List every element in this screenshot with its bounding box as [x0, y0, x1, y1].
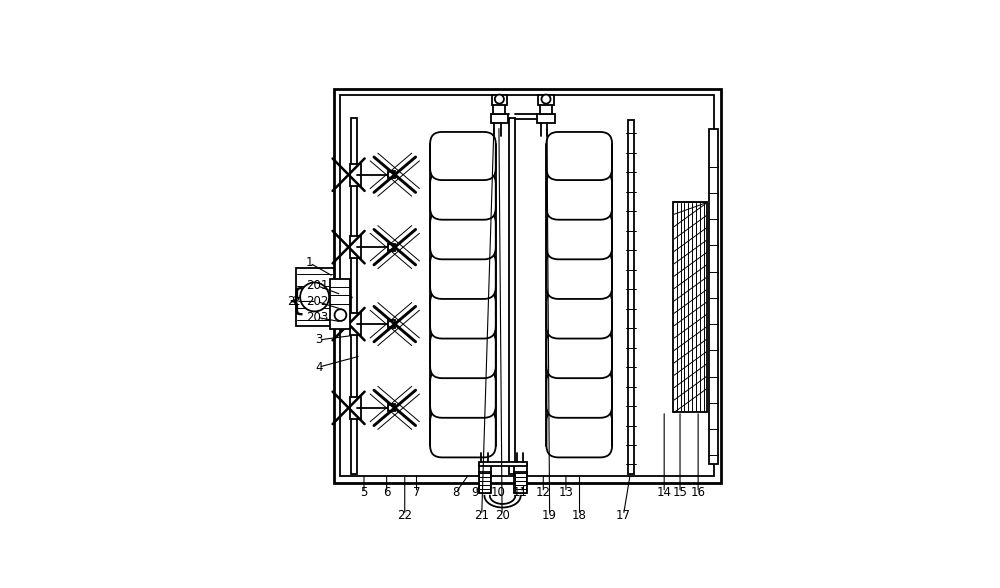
Bar: [479, 473, 490, 477]
Bar: [350, 236, 361, 258]
Bar: [479, 477, 490, 481]
Bar: [388, 320, 395, 328]
Bar: [492, 95, 507, 105]
Text: 12: 12: [536, 486, 551, 499]
Bar: [479, 462, 527, 466]
FancyBboxPatch shape: [546, 330, 612, 378]
Bar: [479, 489, 490, 493]
Text: 4: 4: [315, 360, 322, 373]
Bar: [509, 118, 515, 475]
Text: 11: 11: [513, 486, 528, 499]
Bar: [709, 129, 718, 465]
Text: 18: 18: [572, 509, 587, 522]
FancyBboxPatch shape: [430, 330, 496, 378]
Bar: [479, 485, 490, 489]
Bar: [514, 472, 527, 493]
Bar: [515, 477, 526, 481]
Bar: [628, 121, 634, 473]
FancyBboxPatch shape: [430, 251, 496, 299]
Text: 203: 203: [306, 311, 328, 324]
FancyBboxPatch shape: [546, 290, 612, 339]
Text: 13: 13: [558, 486, 573, 499]
Text: {: {: [286, 287, 306, 316]
Text: 19: 19: [542, 509, 557, 522]
Bar: [388, 404, 395, 412]
Bar: [673, 202, 707, 412]
FancyBboxPatch shape: [546, 370, 612, 418]
FancyBboxPatch shape: [430, 211, 496, 259]
FancyBboxPatch shape: [430, 370, 496, 418]
Bar: [515, 485, 526, 489]
Text: 8: 8: [452, 486, 460, 499]
Bar: [334, 89, 721, 483]
Bar: [330, 279, 350, 329]
Bar: [479, 472, 491, 493]
Bar: [540, 103, 552, 115]
FancyBboxPatch shape: [430, 172, 496, 220]
Text: 5: 5: [360, 486, 368, 499]
Bar: [491, 115, 508, 123]
Text: 2: 2: [287, 295, 294, 308]
Text: 16: 16: [691, 486, 706, 499]
Bar: [351, 118, 357, 473]
FancyBboxPatch shape: [430, 409, 496, 457]
Text: 10: 10: [491, 486, 505, 499]
Bar: [493, 103, 505, 115]
FancyBboxPatch shape: [546, 211, 612, 259]
Bar: [537, 115, 555, 123]
Text: 201: 201: [306, 279, 328, 292]
Bar: [479, 465, 491, 475]
Text: 9: 9: [472, 486, 479, 499]
FancyBboxPatch shape: [430, 132, 496, 180]
Text: 22: 22: [397, 509, 412, 522]
Text: 7: 7: [413, 486, 420, 499]
Bar: [538, 95, 554, 105]
Text: 20: 20: [495, 509, 510, 522]
Circle shape: [495, 95, 504, 103]
Text: 202: 202: [306, 295, 328, 308]
FancyBboxPatch shape: [430, 290, 496, 339]
FancyBboxPatch shape: [546, 172, 612, 220]
Text: 2: 2: [292, 295, 300, 308]
Bar: [350, 313, 361, 335]
Text: 15: 15: [673, 486, 687, 499]
Circle shape: [541, 95, 551, 103]
Bar: [340, 95, 714, 476]
Circle shape: [335, 309, 346, 321]
Bar: [479, 481, 490, 485]
Text: 3: 3: [315, 333, 322, 346]
Circle shape: [300, 282, 329, 312]
Text: 1: 1: [306, 256, 313, 269]
Bar: [515, 481, 526, 485]
Bar: [515, 489, 526, 493]
Bar: [296, 268, 334, 326]
FancyBboxPatch shape: [546, 409, 612, 457]
FancyBboxPatch shape: [546, 132, 612, 180]
FancyBboxPatch shape: [546, 251, 612, 299]
Bar: [515, 473, 526, 477]
Text: 6: 6: [383, 486, 390, 499]
Bar: [350, 397, 361, 419]
Bar: [514, 465, 527, 475]
Bar: [388, 171, 395, 178]
Bar: [350, 164, 361, 186]
Text: 17: 17: [616, 509, 631, 522]
Text: 14: 14: [657, 486, 672, 499]
Text: 21: 21: [474, 509, 489, 522]
Bar: [388, 243, 395, 250]
